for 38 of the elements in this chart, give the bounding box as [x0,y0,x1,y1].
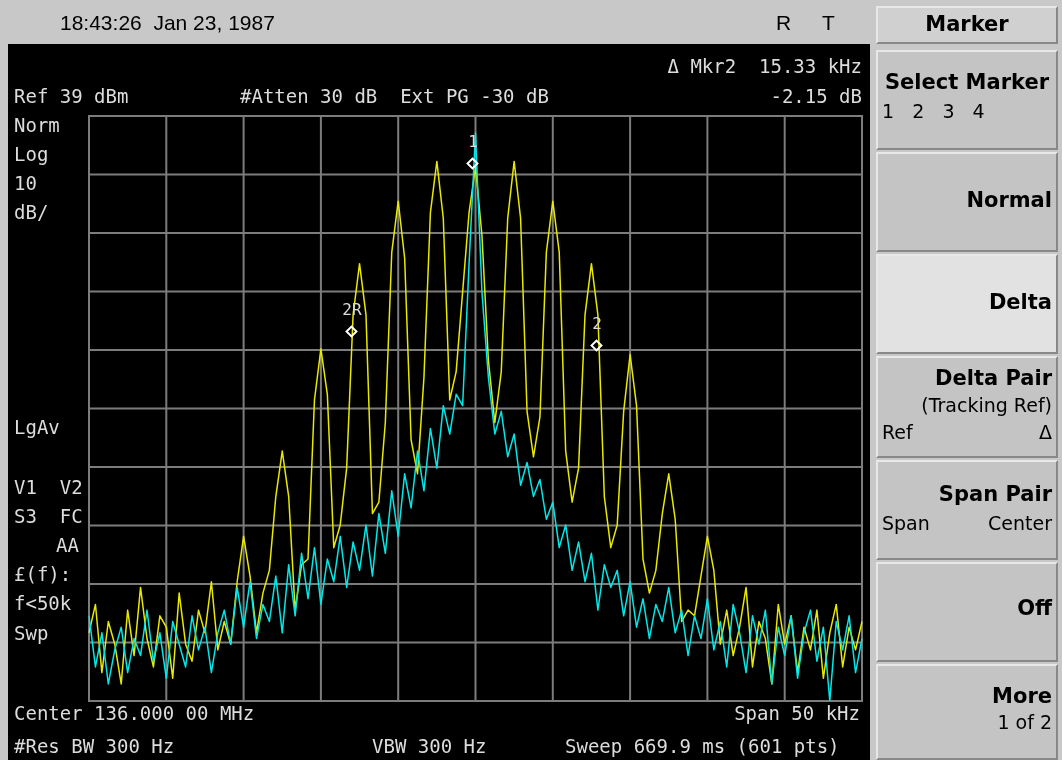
text: Delta Pair [935,366,1052,390]
text: Select Marker [884,70,1050,94]
text: Marker [925,12,1009,36]
text: Normal [966,188,1052,212]
text: More [992,684,1052,708]
text: dB/ [14,201,49,223]
text: Off [1017,596,1052,620]
text: #Res BW 300 Hz [14,735,175,757]
text: Swp [14,622,49,644]
text: T [822,11,835,34]
text: f<50k [14,592,72,614]
text: AA [56,534,79,556]
text: Δ Mkr2 15.33 kHz [667,55,862,77]
text: Span Pair [938,482,1052,506]
text: Norm [14,114,60,136]
text: V1 V2 [14,476,83,498]
text: Span [882,512,930,534]
text: Ref [882,421,913,443]
text: (Tracking Ref) [921,394,1052,416]
text: Center 136.000 00 MHz [14,702,255,724]
text: Span 50 kHz [734,702,860,724]
text: #Atten 30 dB Ext PG -30 dB [240,85,549,107]
text: R [776,11,792,34]
text: Center [988,512,1052,534]
text: LgAv [14,416,60,438]
text: 18:43:26 Jan 23, 1987 [60,11,275,34]
text: -2.15 dB [770,85,862,107]
text: Δ [1039,421,1052,443]
text: Ref 39 dBm [14,85,129,107]
text: Sweep 669.9 ms (601 pts) [565,735,840,757]
text: VBW 300 Hz [372,735,487,757]
text: S3 FC [14,505,83,527]
text: Delta [988,290,1052,314]
text: 1 2 3 4 [882,100,985,122]
text: £(f): [14,563,72,585]
text: 10 [14,172,37,194]
text: 1 of 2 [997,711,1052,733]
text: Log [14,143,49,165]
